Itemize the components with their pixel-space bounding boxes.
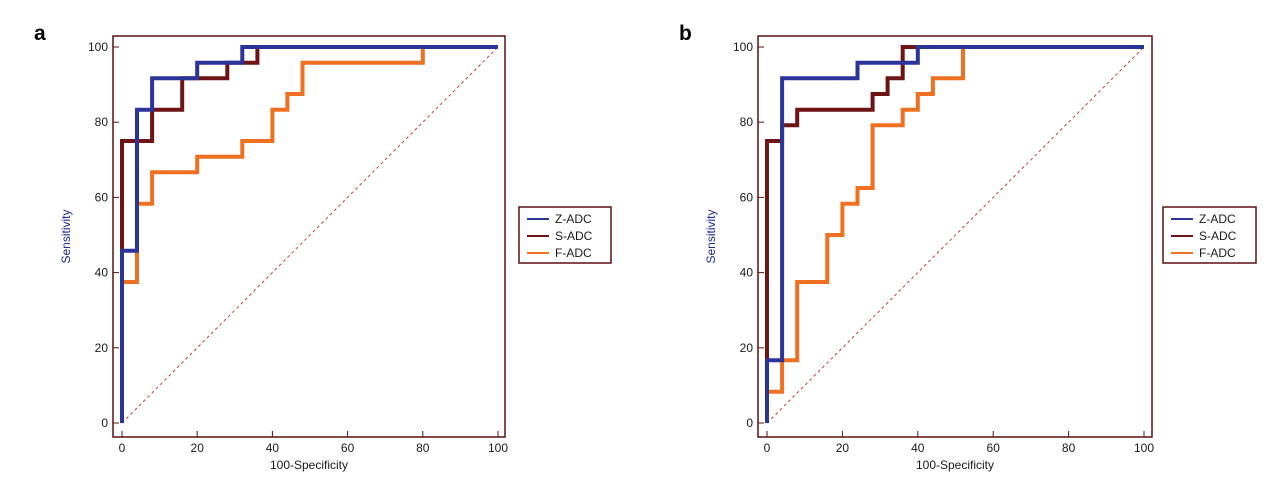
panel-b-legend-label-s-adc: S-ADC: [1199, 229, 1237, 243]
panel-b-x-tick-label-60: 60: [987, 441, 1001, 455]
panel-b-x-tick-label-80: 80: [1062, 441, 1076, 455]
panel-a-reference-line: [121, 46, 499, 424]
panel-a-series-z-adc: [120, 45, 498, 423]
panel-b-x-tick-label-40: 40: [911, 441, 925, 455]
panel-b-plot-frame: [757, 35, 1153, 438]
panel-b-x-tick-label-100: 100: [1134, 441, 1154, 455]
panel-b-legend-label-f-adc: F-ADC: [1199, 246, 1236, 260]
panel-b-y-tick-label-60: 60: [740, 190, 754, 204]
panel-a-y-axis-label: Sensitivity: [59, 209, 73, 263]
panel-label-b: b: [679, 22, 692, 45]
panel-a-x-tick-label-60: 60: [341, 441, 355, 455]
panel-b-y-axis-label: Sensitivity: [704, 209, 718, 263]
panel-a-x-tick-label-80: 80: [416, 441, 430, 455]
panel-b-x-tick-label-0: 0: [764, 441, 771, 455]
panel-a-x-axis-label: 100-Specificity: [270, 458, 348, 472]
panel-a-legend-label-f-adc: F-ADC: [555, 246, 592, 260]
panel-b-y-tick-label-20: 20: [740, 341, 754, 355]
panel-b-x-axis-label: 100-Specificity: [916, 458, 994, 472]
panel-a-plot-frame: [112, 35, 506, 438]
panel-label-a: a: [34, 22, 46, 45]
panel-a-y-tick-label-20: 20: [95, 341, 109, 355]
panel-a-y-tick-label-60: 60: [95, 190, 109, 204]
panel-b-y-tick-label-100: 100: [733, 40, 753, 54]
panel-a-x-tick-label-0: 0: [119, 441, 126, 455]
panel-a-y-tick-label-0: 0: [101, 416, 108, 430]
panel-b-y-tick-label-0: 0: [746, 416, 753, 430]
panel-a-y-tick-label-40: 40: [95, 266, 109, 280]
panel-a-y-tick-label-100: 100: [88, 40, 108, 54]
panel-b-series-f-adc: [765, 45, 1144, 423]
panel-b-y-tick-label-80: 80: [740, 115, 754, 129]
panel-a-y-tick-label-80: 80: [95, 115, 109, 129]
panel-a-x-tick-label-100: 100: [488, 441, 508, 455]
panel-b-series-z-adc: [765, 45, 1144, 423]
panel-b-y-tick-label-40: 40: [740, 266, 754, 280]
panel-a-x-tick-label-20: 20: [191, 441, 205, 455]
panel-b-x-tick-label-20: 20: [836, 441, 850, 455]
panel-a-legend-label-s-adc: S-ADC: [555, 229, 593, 243]
panel-a-legend-label-z-adc: Z-ADC: [555, 212, 592, 226]
panel-b-legend-label-z-adc: Z-ADC: [1199, 212, 1236, 226]
panel-b-reference-line: [766, 46, 1145, 424]
panel-a-x-tick-label-40: 40: [266, 441, 280, 455]
